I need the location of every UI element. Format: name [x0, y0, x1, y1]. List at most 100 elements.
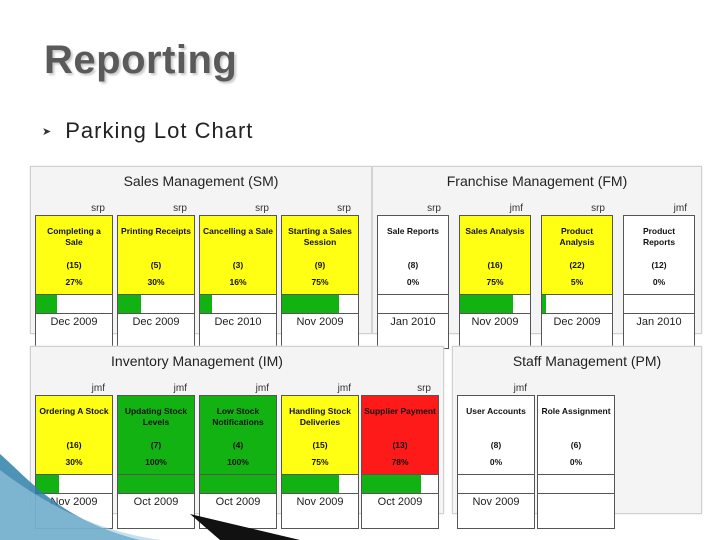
status-area [200, 396, 276, 474]
percent-complete: 0% [569, 457, 583, 467]
owner-label: jmf [513, 383, 527, 394]
target-date: Nov 2009 [50, 496, 98, 508]
panel-title: Franchise Management (FM) [446, 173, 628, 189]
feature-card: Handling Stock Deliveries (15) 75% Nov 2009 [281, 395, 359, 529]
feature-card: Product Reports (12) 0% Jan 2010 [623, 215, 695, 349]
feature-card: Product Analysis (22) 5% Dec 2009 [541, 215, 613, 349]
target-date: Dec 2009 [553, 316, 601, 328]
panel-title: Sales Management (SM) [123, 173, 279, 189]
feature-card: Supplier Payment (13) 78% Oct 2009 [361, 395, 439, 529]
owner-label: srp [173, 203, 187, 214]
percent-complete: 27% [65, 277, 83, 287]
feature-count: (9) [314, 260, 326, 270]
feature-name: Sales Analysis [465, 226, 525, 236]
progress-fill [36, 295, 57, 313]
target-date: Dec 2009 [132, 316, 180, 328]
feature-count: (16) [66, 440, 82, 450]
target-date: Nov 2009 [296, 496, 344, 508]
target-date: Jan 2010 [390, 316, 436, 328]
feature-card: Role Assignment (6) 0% [537, 395, 615, 529]
target-date: Oct 2009 [133, 496, 179, 508]
percent-complete: 75% [311, 277, 329, 287]
status-area [460, 216, 530, 294]
progress-bar [538, 474, 614, 494]
owner-label [537, 383, 615, 395]
bullet-item: ➤ Parking Lot Chart [42, 118, 253, 144]
feature-name: Ordering A Stock [39, 406, 109, 416]
percent-complete: 0% [489, 457, 503, 467]
feature-card: Sales Analysis (16) 75% Nov 2009 [459, 215, 531, 349]
progress-bar [624, 294, 694, 314]
status-area [282, 396, 358, 474]
owner-label: srp [337, 203, 351, 214]
feature-count: (13) [392, 440, 408, 450]
feature-name: Product Reports [642, 226, 676, 247]
progress-bar [118, 474, 194, 494]
progress-bar [362, 474, 438, 494]
progress-bar [282, 474, 358, 494]
progress-bar [542, 294, 612, 314]
feature-name: Sale Reports [387, 226, 439, 236]
target-date: Oct 2009 [215, 496, 261, 508]
percent-complete: 16% [229, 277, 247, 287]
feature-count: (8) [490, 440, 502, 450]
slide-title: Reporting [44, 38, 238, 82]
panel-title: Staff Management (PM) [512, 353, 662, 369]
status-area [200, 216, 276, 294]
owner-label: jmf [509, 203, 523, 214]
percent-complete: 5% [570, 277, 584, 287]
owner-label: jmf [173, 383, 187, 394]
progress-bar [378, 294, 448, 314]
percent-complete: 100% [145, 457, 167, 467]
feature-name: Starting a Sales Session [288, 226, 352, 247]
progress-fill [282, 295, 339, 313]
status-area [36, 396, 112, 474]
progress-fill [282, 475, 339, 493]
target-date: Dec 2009 [50, 316, 98, 328]
progress-bar [458, 474, 534, 494]
panel-inventory-management: Inventory Management (IM) jmf Ordering A … [30, 346, 444, 529]
feature-count: (16) [487, 260, 503, 270]
percent-complete: 30% [65, 457, 83, 467]
target-date: Jan 2010 [636, 316, 682, 328]
feature-card: Starting a Sales Session (9) 75% Nov 2009 [281, 215, 359, 349]
feature-name: Role Assignment [541, 406, 611, 416]
percent-complete: 30% [147, 277, 165, 287]
owner-label: jmf [91, 383, 105, 394]
percent-complete: 100% [227, 457, 249, 467]
feature-name: Cancelling a Sale [203, 226, 273, 236]
progress-bar [460, 294, 530, 314]
target-date: Nov 2009 [296, 316, 344, 328]
percent-complete: 0% [652, 277, 666, 287]
owner-label: srp [255, 203, 269, 214]
feature-count: (3) [232, 260, 244, 270]
progress-bar [118, 294, 194, 314]
feature-name: Printing Receipts [121, 226, 191, 236]
feature-card: Cancelling a Sale (3) 16% Dec 2010 [199, 215, 277, 349]
progress-fill [118, 295, 141, 313]
status-area [118, 396, 194, 474]
feature-name: User Accounts [466, 406, 526, 416]
owner-label: srp [417, 383, 431, 394]
feature-name: Product Analysis [559, 226, 595, 247]
progress-bar [200, 474, 276, 494]
progress-fill [362, 475, 422, 493]
panel-staff-management: Staff Management (PM) jmf User Accounts (8… [452, 346, 702, 529]
target-date: Dec 2010 [214, 316, 262, 328]
feature-name: Completing a Sale [47, 226, 101, 247]
status-area [378, 216, 448, 294]
progress-bar [36, 294, 112, 314]
progress-fill [200, 295, 213, 313]
owner-label: srp [91, 203, 105, 214]
owner-label: jmf [255, 383, 269, 394]
progress-bar [282, 294, 358, 314]
percent-complete: 0% [406, 277, 420, 287]
percent-complete: 75% [486, 277, 504, 287]
status-area [624, 216, 694, 294]
status-area [362, 396, 438, 474]
feature-name: Handling Stock Deliveries [289, 406, 351, 427]
status-area [118, 216, 194, 294]
target-date: Nov 2009 [471, 316, 519, 328]
feature-card: Sale Reports (8) 0% Jan 2010 [377, 215, 449, 349]
corner-swoosh-decoration [0, 454, 300, 540]
